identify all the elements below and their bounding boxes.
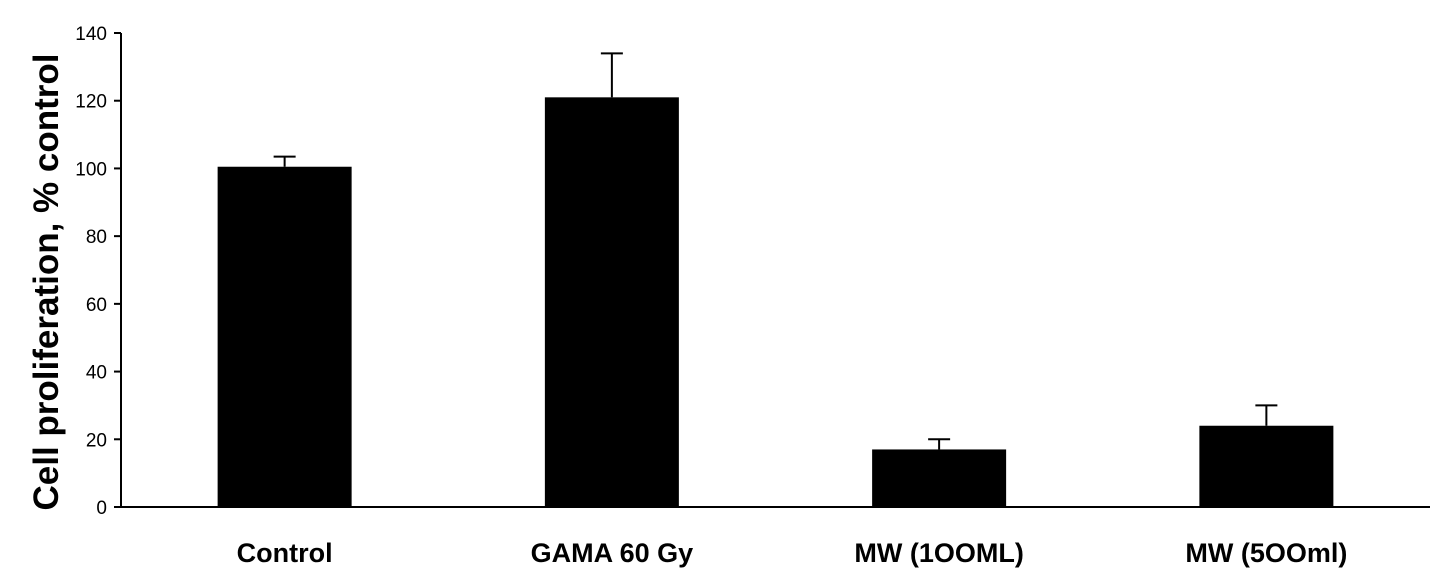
y-tick-label: 120 <box>75 92 107 113</box>
y-tick-label: 100 <box>75 159 107 180</box>
category-label: GAMA 60 Gy <box>531 538 694 568</box>
bar <box>544 97 679 507</box>
y-axis-title: Cell proliferation, % control <box>27 54 66 511</box>
y-tick-label: 0 <box>96 498 107 519</box>
category-label: MW (1OOML) <box>854 538 1023 568</box>
category-label: MW (5OOml) <box>1185 538 1347 568</box>
y-tick-label: 80 <box>86 227 107 248</box>
y-tick-label: 60 <box>86 295 107 316</box>
bar <box>872 449 1007 507</box>
plot-area: 0 20 40 60 80 100 120 140 Control GAMA 60 Gy MW (1… <box>75 24 1430 568</box>
bar <box>217 166 352 507</box>
y-tick-label: 20 <box>86 430 107 451</box>
bar <box>1199 425 1334 507</box>
y-tick-label: 40 <box>86 363 107 384</box>
y-tick-label: 140 <box>75 24 107 45</box>
category-label: Control <box>237 538 333 568</box>
